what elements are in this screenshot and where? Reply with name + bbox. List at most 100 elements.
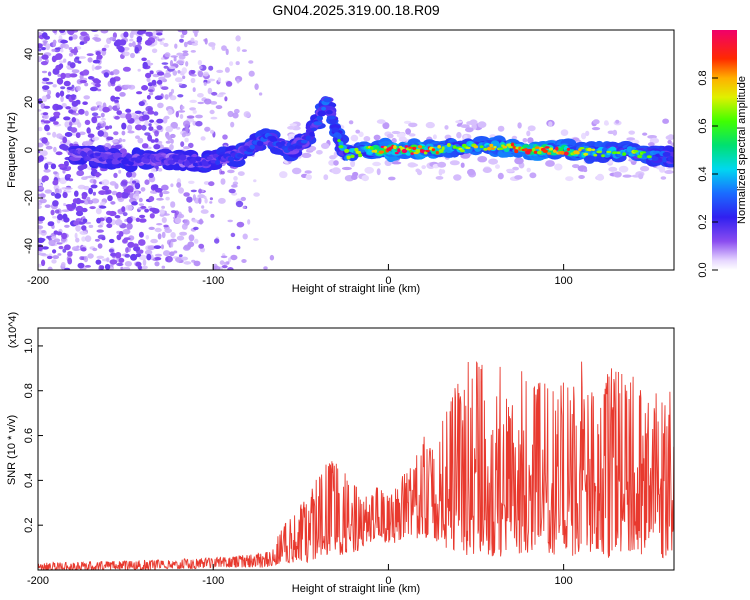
spectrogram-noise-blob <box>162 190 170 195</box>
spectrogram-noise-blob <box>157 168 163 172</box>
spectrogram-noise-blob <box>75 99 81 104</box>
spectrogram-noise-blob <box>138 231 144 238</box>
spectrogram-halo-blob <box>455 120 463 124</box>
spectrogram-ridge-blob <box>358 153 363 158</box>
spectrogram-ridge-blob <box>646 155 652 159</box>
spectrogram-noise-blob <box>169 95 177 101</box>
spectrogram-noise-blob <box>97 224 103 228</box>
spectrogram-ridge-blob <box>417 145 423 149</box>
spectrogram-noise-blob <box>124 254 131 258</box>
spectrogram-noise-blob <box>64 224 70 228</box>
spectrogram-x-tick-label: 100 <box>554 275 572 287</box>
spectrogram-noise-blob <box>181 223 188 230</box>
spectrogram-noise-blob <box>242 206 246 209</box>
spectrogram-noise-blob <box>186 196 193 203</box>
spectrogram-noise-blob <box>207 87 213 95</box>
spectrogram-noise-blob <box>162 117 168 124</box>
spectrogram-noise-blob <box>43 105 51 109</box>
spectrogram-noise-blob <box>231 184 238 188</box>
spectrogram-noise-blob <box>141 114 150 121</box>
spectrogram-noise-blob <box>138 30 147 34</box>
spectrogram-noise-blob <box>149 119 155 123</box>
spectrogram-noise-blob <box>123 31 129 38</box>
spectrogram-halo-blob <box>548 121 553 127</box>
spectrogram-halo-blob <box>583 168 588 173</box>
spectrogram-noise-blob <box>41 54 49 60</box>
spectrogram-noise-blob <box>155 253 162 257</box>
spectrogram-noise-blob <box>69 73 78 78</box>
spectrogram-noise-blob <box>83 95 90 100</box>
spectrogram-noise-blob <box>198 197 202 205</box>
spectrogram-noise-blob <box>164 52 171 58</box>
spectrogram-noise-blob <box>133 245 141 252</box>
spectrogram-noise-blob <box>131 201 138 206</box>
spectrogram-ridge-blob <box>473 145 479 149</box>
spectrogram-noise-blob <box>150 190 157 194</box>
spectrogram-ridge-blob <box>601 147 609 152</box>
spectrogram-noise-blob <box>195 114 203 119</box>
spectrogram-halo-blob <box>585 130 590 137</box>
spectrogram-noise-blob <box>55 151 63 156</box>
spectrogram-noise-blob <box>176 52 183 56</box>
spectrogram-ridge-blob <box>370 146 374 151</box>
spectrogram-noise-blob <box>148 196 155 202</box>
spectrogram-halo-blob <box>438 168 443 176</box>
spectrogram-noise-blob <box>86 53 94 56</box>
spectrogram-noise-blob <box>192 219 199 223</box>
spectrogram-halo-blob <box>416 169 423 176</box>
spectrogram-noise-blob <box>185 126 189 133</box>
spectrogram-ridge-blob <box>548 147 554 151</box>
spectrogram-ridge-blob <box>508 145 513 149</box>
spectrogram-halo-blob <box>425 121 435 129</box>
spectrogram-halo-blob <box>565 176 574 182</box>
spectrogram-noise-blob <box>216 69 224 73</box>
spectrogram-noise-blob <box>204 126 211 132</box>
spectrogram-noise-blob <box>154 130 159 137</box>
spectrogram-halo-blob <box>382 122 390 130</box>
spectrogram-noise-blob <box>149 70 154 75</box>
spectrogram-noise-blob <box>189 99 197 103</box>
spectrogram-noise-blob <box>52 131 57 138</box>
spectrogram-ridge-blob <box>195 156 202 162</box>
spectrogram-noise-blob <box>177 70 181 74</box>
spectrogram-noise-blob <box>150 139 156 143</box>
spectrogram-noise-blob <box>66 86 73 91</box>
spectrogram-noise-blob <box>113 131 119 136</box>
spectrogram-ridge-blob <box>237 153 245 158</box>
spectrogram-noise-blob <box>84 119 91 125</box>
spectrogram-noise-blob <box>208 65 214 71</box>
spectrogram-noise-blob <box>95 101 103 106</box>
spectrogram-noise-blob <box>42 85 50 90</box>
spectrogram-noise-blob <box>188 180 195 184</box>
spectrogram-noise-blob <box>109 36 117 41</box>
spectrogram-noise-blob <box>134 182 141 190</box>
spectrogram-noise-blob <box>101 236 106 241</box>
spectrogram-noise-blob <box>188 142 194 149</box>
spectrogram-ridge-blob <box>227 156 235 162</box>
spectrogram-noise-blob <box>104 44 110 49</box>
spectrogram-noise-blob <box>179 114 184 119</box>
spectrogram-noise-blob <box>41 246 49 250</box>
spectrogram-noise-blob <box>190 37 195 42</box>
spectrogram-noise-blob <box>116 110 122 115</box>
spectrogram-noise-blob <box>220 178 226 185</box>
spectrogram-noise-blob <box>79 79 88 84</box>
spectrogram-x-tick-label: 0 <box>385 275 391 287</box>
spectrogram-noise-blob <box>148 126 154 131</box>
spectrogram-halo-blob <box>581 132 587 140</box>
spectrogram-halo-blob <box>432 134 437 140</box>
spectrogram-ridge-blob <box>338 145 344 149</box>
spectrogram-halo-blob <box>391 130 401 135</box>
spectrogram-halo-blob <box>304 170 312 174</box>
spectrogram-x-tick-label: -100 <box>202 275 224 287</box>
spectrogram-noise-blob <box>87 133 95 138</box>
spectrogram-noise-blob <box>225 48 229 55</box>
spectrogram-noise-blob <box>74 190 79 197</box>
spectrogram-noise-blob <box>137 68 141 72</box>
spectrogram-noise-blob <box>55 47 61 50</box>
spectrogram-halo-blob <box>321 142 330 149</box>
spectrogram-noise-blob <box>43 120 51 124</box>
spectrogram-noise-blob <box>165 125 173 133</box>
spectrogram-noise-blob <box>258 92 263 96</box>
spectrogram-noise-blob <box>75 205 84 213</box>
